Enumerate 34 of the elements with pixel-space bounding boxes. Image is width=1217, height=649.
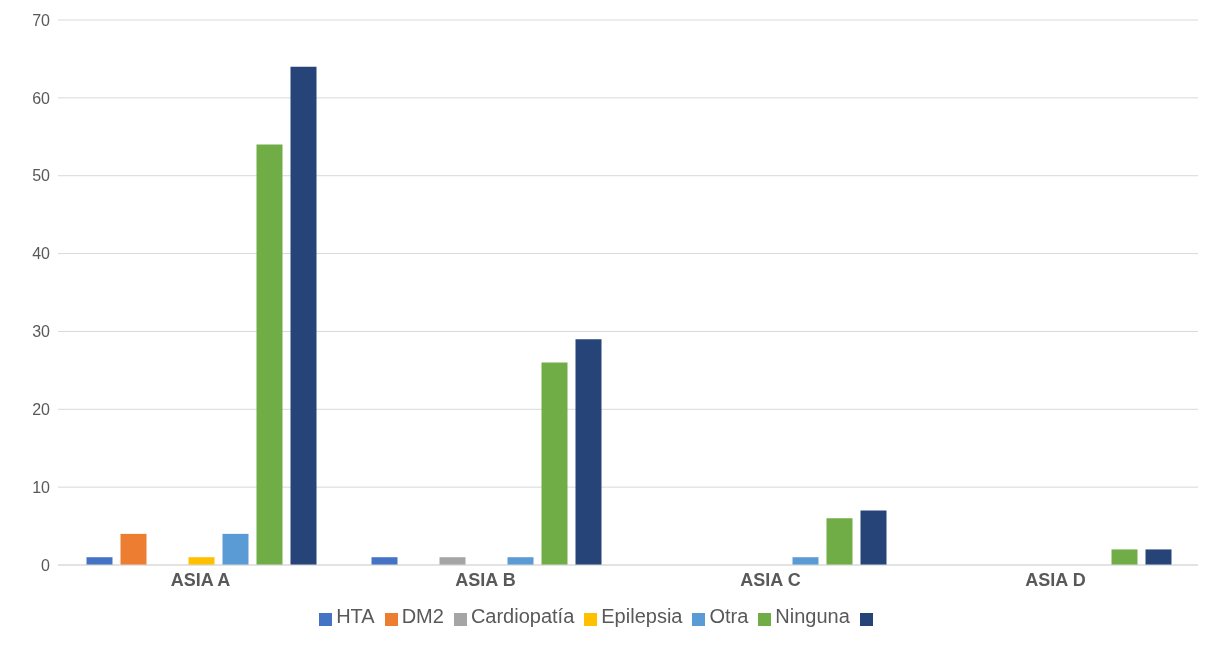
legend-label: Epilepsia: [601, 605, 683, 627]
y-tick-label: 70: [32, 11, 51, 29]
legend-label: HTA: [336, 605, 375, 627]
y-tick-label: 0: [41, 556, 51, 574]
bar: [507, 557, 534, 565]
bar: [792, 557, 819, 565]
x-tick-label: ASIA B: [455, 569, 516, 590]
bar: [1145, 549, 1172, 565]
bar: [826, 518, 853, 565]
bar: [439, 557, 466, 565]
bar: [290, 66, 317, 565]
bar: [256, 144, 283, 565]
bar: [860, 510, 887, 565]
legend-label: DM2: [401, 605, 444, 627]
bar: [86, 557, 113, 565]
bar: [188, 557, 215, 565]
legend-label: Cardiopatía: [470, 605, 575, 627]
y-tick-label: 10: [32, 478, 51, 496]
y-tick-label: 50: [32, 167, 51, 185]
x-tick-label: ASIA C: [740, 569, 801, 590]
bar: [222, 533, 249, 565]
x-tick-label: ASIA D: [1025, 569, 1086, 590]
legend-label: Otra: [709, 605, 749, 627]
y-tick-label: 60: [32, 89, 51, 107]
x-tick-label: ASIA A: [170, 569, 231, 590]
y-tick-label: 40: [32, 245, 51, 263]
y-tick-label: 30: [32, 323, 51, 341]
legend-label: Ninguna: [775, 605, 850, 627]
bar: [371, 557, 398, 565]
bar: [120, 533, 147, 565]
bar: [1111, 549, 1138, 565]
y-tick-label: 20: [32, 400, 51, 418]
bar: [541, 362, 568, 565]
bar: [575, 339, 602, 565]
